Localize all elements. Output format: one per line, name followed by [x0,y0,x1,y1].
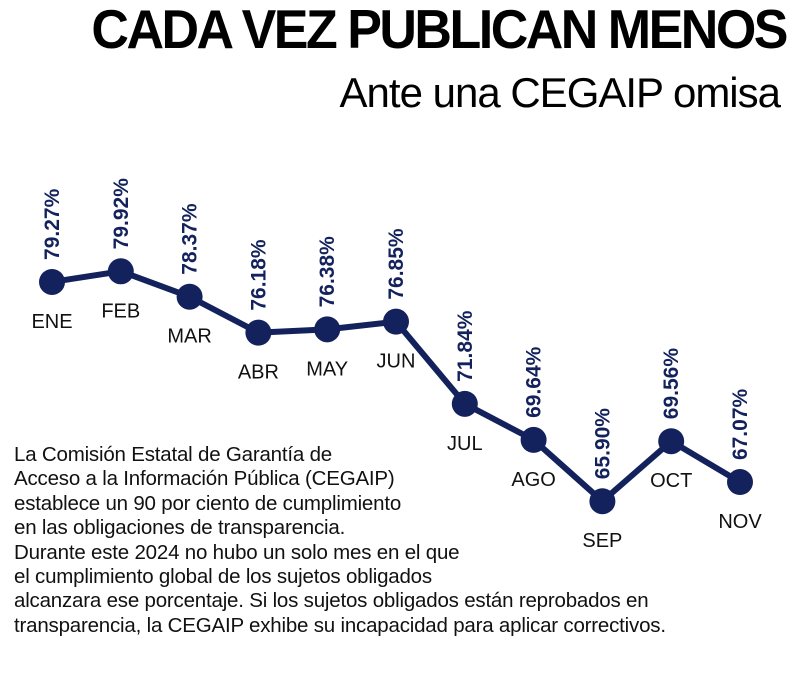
description-line: transparencia, la CEGAIP exhibe su incap… [14,613,666,637]
category-label: JUN [377,351,416,373]
description-line: el cumplimiento global de los sujetos ob… [14,565,432,589]
data-point [451,390,478,417]
series-line-segment [668,438,743,486]
data-point [383,308,409,335]
description-line: establece un 90 por ciento de cumplimien… [14,491,402,515]
category-label: AGO [511,469,555,491]
series-line-segment [530,436,606,505]
data-point [176,283,203,310]
data-point [658,428,685,455]
data-label: 67.07% [729,389,752,461]
description-line: alcanzara ese porcentaje. Si los sujetos… [14,589,649,613]
data-point [520,426,547,453]
data-label: 69.64% [523,346,546,418]
series-line-segment [393,318,468,407]
category-label: OCT [650,470,692,492]
page-subtitle: Ante una CEGAIP omisa [339,69,781,116]
category-label: ABR [238,362,279,384]
data-point [314,316,341,343]
data-point [107,258,134,285]
description-text: La Comisión Estatal de Garantía de Acces… [14,443,784,638]
data-label: 79.27% [41,188,64,260]
category-label: ENE [31,311,72,333]
page-title: CADA VEZ PUBLICAN MENOS [91,0,788,61]
category-label: JUL [447,433,483,455]
description-line: La Comisión Estatal de Garantía de [14,443,332,466]
data-label: 78.37% [179,203,202,275]
category-label: MAY [306,358,348,380]
data-label: 69.56% [660,348,683,420]
series-line-segment [599,438,675,505]
data-point [727,469,753,496]
data-point [245,319,272,346]
data-point [39,268,65,295]
description-line: Durante este 2024 no hubo un solo mes en… [14,540,460,564]
category-label: FEB [101,300,140,322]
description-line: en las obligaciones de transparencia. [14,516,346,540]
data-label: 76.18% [247,239,270,311]
category-label: MAR [167,326,211,348]
description-line: Acceso a la Información Pública (CEGAIP) [14,467,395,491]
category-label: NOV [718,511,762,533]
data-label: 79.92% [110,178,133,250]
data-label: 76.38% [316,236,339,308]
category-label: SEP [582,530,622,552]
data-label: 76.85% [385,228,408,300]
data-label: 65.90% [591,408,614,480]
data-label: 71.84% [454,310,477,382]
data-point [589,488,616,515]
